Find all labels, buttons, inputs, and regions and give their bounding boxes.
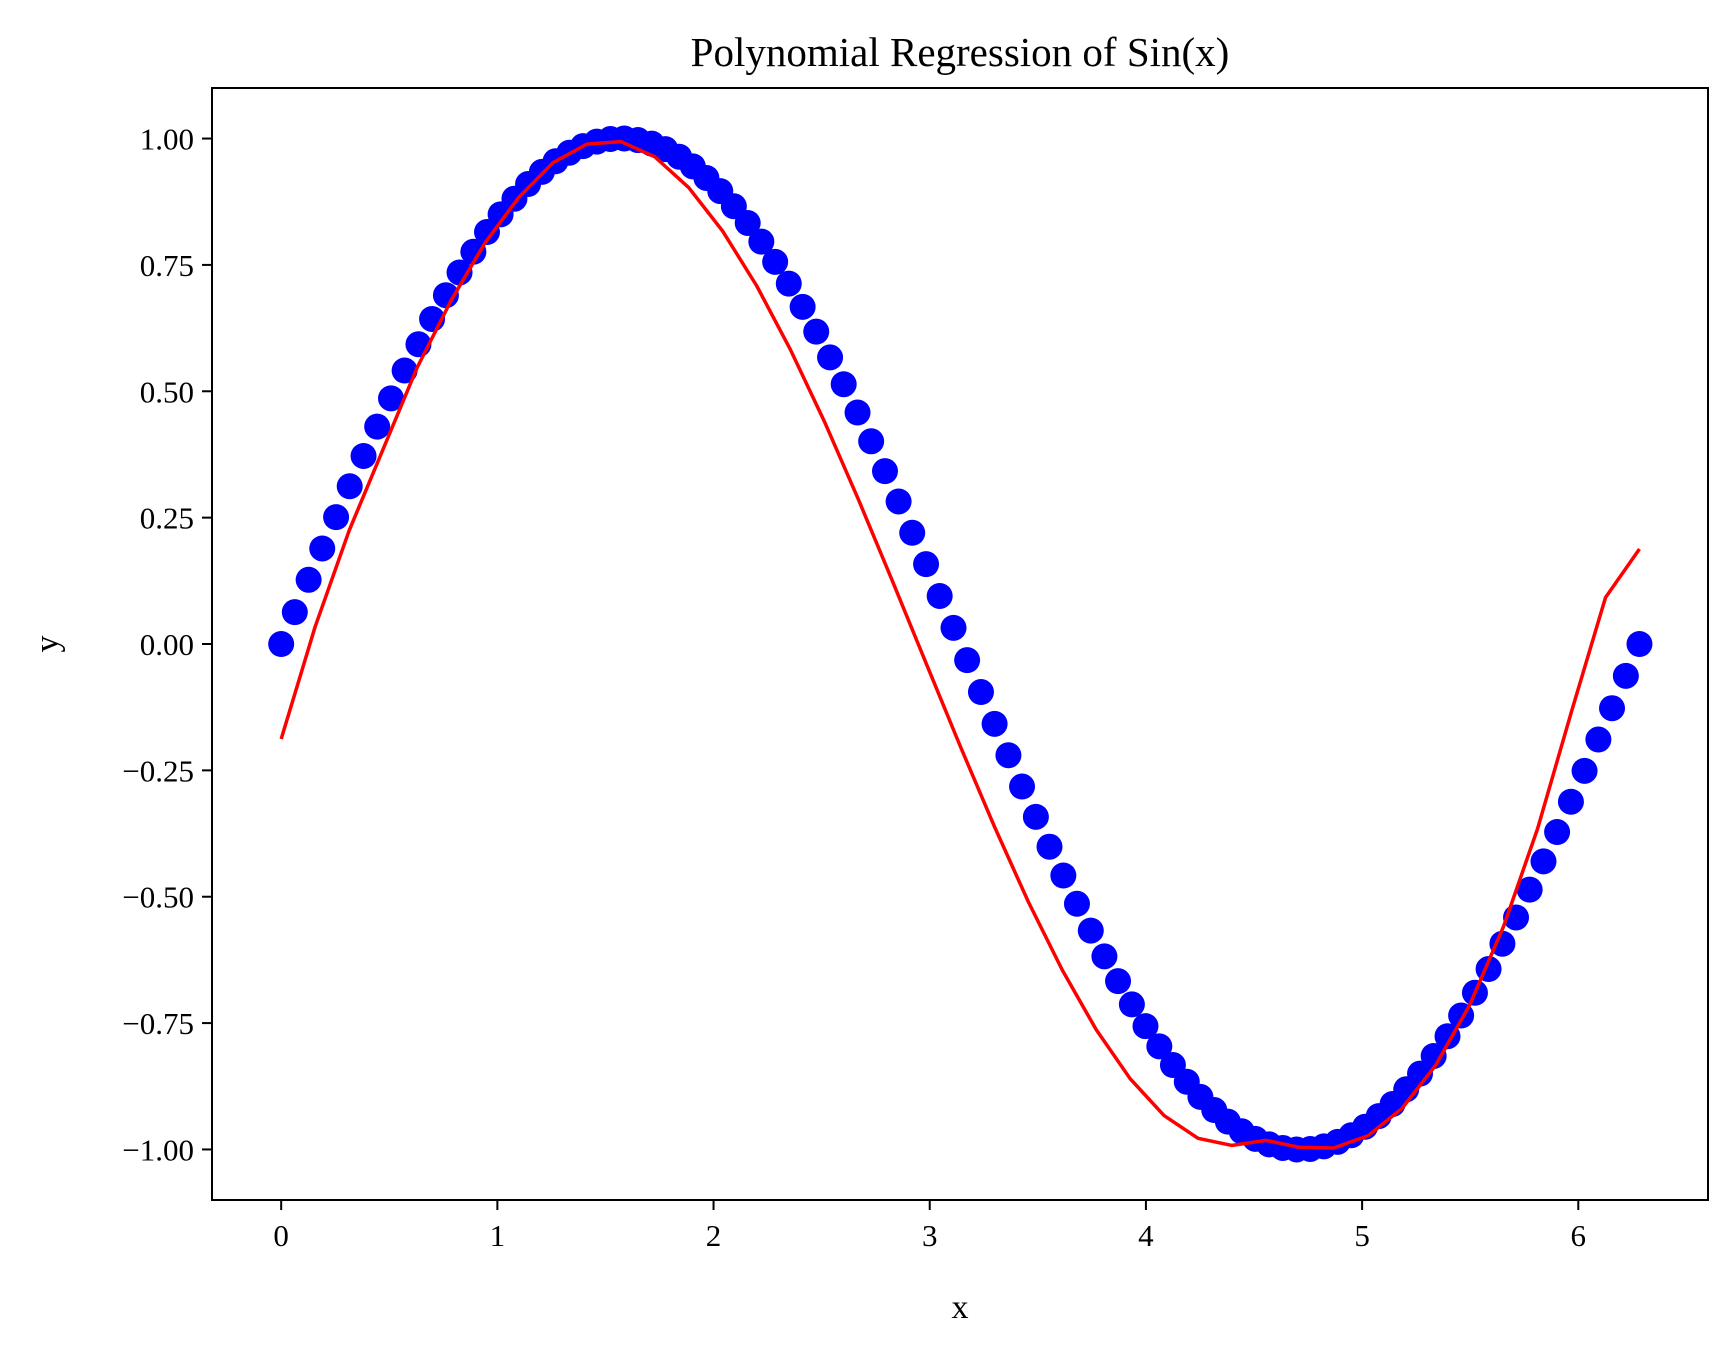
scatter-point — [268, 631, 295, 657]
scatter-point — [967, 679, 994, 706]
scatter-point — [748, 228, 775, 255]
y-axis: 1.00 0.75 0.50 0.25 0.00 −0.25 −0.50 −0.75 −1.00 — [122, 122, 212, 1167]
scatter-point — [1516, 876, 1543, 903]
plot-area — [268, 125, 1653, 1163]
scatter-point — [899, 519, 926, 546]
y-tick-label: 0.00 — [140, 627, 194, 662]
scatter-point — [762, 248, 789, 275]
scatter-point — [1146, 1033, 1173, 1060]
scatter-point — [954, 647, 981, 674]
scatter-point — [803, 318, 830, 345]
scatter-point — [1420, 1042, 1447, 1069]
regression-line — [279, 139, 1641, 1150]
scatter-point — [1077, 917, 1104, 944]
y-tick-label: −0.25 — [122, 753, 194, 788]
scatter-point — [981, 710, 1008, 737]
scatter-point — [473, 219, 500, 246]
scatter-point — [940, 614, 967, 641]
y-tick-label: −0.75 — [122, 1006, 194, 1041]
chart-title: Polynomial Regression of Sin(x) — [691, 29, 1230, 75]
scatter-point — [1489, 930, 1516, 957]
scatter-point — [1132, 1013, 1159, 1040]
scatter-point — [871, 458, 898, 485]
scatter-point — [734, 209, 761, 236]
scatter-point — [885, 488, 912, 515]
scatter-point — [817, 344, 844, 371]
scatter-series — [268, 125, 1653, 1163]
scatter-point — [1557, 788, 1584, 815]
x-tick-label: 5 — [1354, 1218, 1370, 1253]
scatter-point — [1050, 862, 1077, 889]
scatter-point — [1585, 726, 1612, 753]
y-tick-label: 1.00 — [140, 122, 194, 157]
scatter-point — [391, 357, 418, 384]
scatter-point — [309, 535, 336, 562]
scatter-point — [775, 270, 802, 297]
scatter-point — [1612, 662, 1639, 689]
x-tick-label: 4 — [1138, 1218, 1154, 1253]
scatter-point — [1118, 991, 1145, 1018]
scatter-point — [1530, 848, 1557, 875]
y-tick-label: −1.00 — [122, 1132, 194, 1167]
scatter-point — [1036, 833, 1063, 860]
x-axis-label: x — [952, 1289, 969, 1326]
scatter-point — [995, 742, 1022, 769]
y-axis-label: y — [29, 636, 66, 653]
scatter-point — [336, 473, 363, 500]
scatter-point — [789, 293, 816, 320]
scatter-point — [926, 582, 953, 609]
scatter-point — [1063, 890, 1090, 917]
scatter-point — [913, 551, 940, 578]
scatter-point — [350, 442, 377, 469]
scatter-point — [1022, 803, 1049, 830]
scatter-point — [378, 385, 404, 412]
scatter-point — [295, 566, 322, 593]
scatter-point — [1407, 1060, 1434, 1087]
scatter-point — [858, 428, 885, 455]
scatter-point — [364, 413, 391, 440]
scatter-point — [830, 371, 857, 398]
x-tick-label: 2 — [706, 1218, 722, 1253]
scatter-point — [1626, 631, 1653, 657]
scatter-point — [281, 599, 308, 626]
scatter-point — [323, 504, 350, 531]
x-tick-label: 3 — [922, 1218, 938, 1253]
scatter-point — [1009, 773, 1036, 800]
scatter-point — [1091, 943, 1118, 970]
scatter-point — [446, 259, 473, 286]
x-tick-label: 0 — [273, 1218, 289, 1253]
x-axis: 0 1 2 3 4 5 6 — [273, 1200, 1586, 1253]
scatter-point — [1571, 757, 1598, 784]
y-tick-label: 0.50 — [140, 374, 194, 409]
y-tick-label: 0.75 — [140, 248, 194, 283]
x-tick-label: 6 — [1571, 1218, 1587, 1253]
scatter-point — [1544, 819, 1571, 846]
scatter-point — [432, 282, 459, 309]
y-tick-label: −0.50 — [122, 880, 194, 915]
y-tick-label: 0.25 — [140, 501, 194, 536]
scatter-point — [460, 238, 487, 265]
scatter-point — [1105, 968, 1132, 995]
scatter-point — [1599, 695, 1626, 722]
x-tick-label: 1 — [490, 1218, 506, 1253]
scatter-point — [844, 399, 871, 426]
